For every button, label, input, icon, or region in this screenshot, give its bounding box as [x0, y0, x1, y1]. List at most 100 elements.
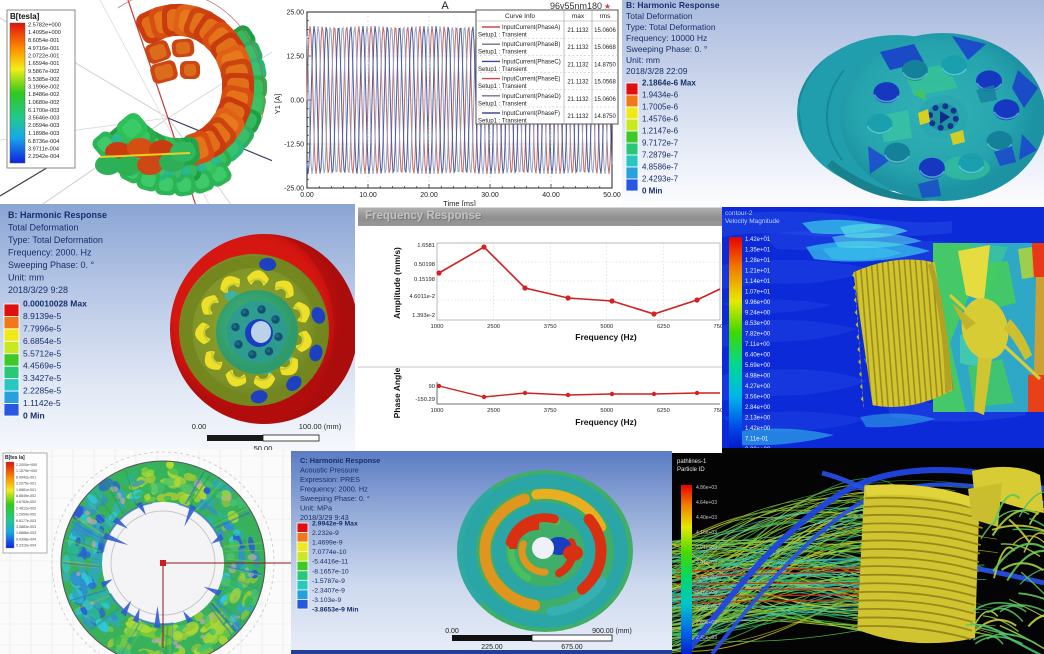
svg-text:90: 90 — [429, 384, 435, 390]
svg-text:InputCurrent(PhaseB): InputCurrent(PhaseB) — [502, 42, 560, 48]
svg-text:6250: 6250 — [657, 408, 670, 414]
svg-text:rms: rms — [600, 13, 612, 20]
svg-text:-25.00: -25.00 — [284, 186, 304, 193]
svg-text:0.00: 0.00 — [192, 422, 207, 431]
svg-text:2.2942e-004: 2.2942e-004 — [28, 154, 59, 160]
svg-text:B: Harmonic Response: B: Harmonic Response — [626, 0, 720, 10]
svg-text:4.40e+03: 4.40e+03 — [696, 515, 717, 521]
svg-text:Unit: MPa: Unit: MPa — [300, 504, 333, 513]
svg-text:Time [ms]: Time [ms] — [443, 199, 476, 206]
svg-text:21.1132: 21.1132 — [567, 114, 589, 120]
svg-text:Unit: mm: Unit: mm — [8, 273, 44, 283]
svg-text:7.11e-01: 7.11e-01 — [745, 437, 769, 443]
svg-text:8.6054e-001: 8.6054e-001 — [28, 38, 59, 44]
svg-text:1.0680e-002: 1.0680e-002 — [28, 100, 59, 106]
svg-text:1.393e-2: 1.393e-2 — [412, 313, 435, 319]
svg-text:7.0774e-10: 7.0774e-10 — [312, 549, 347, 556]
svg-text:Expression: PRES: Expression: PRES — [300, 475, 360, 484]
svg-text:96v55nm180: 96v55nm180 — [550, 1, 602, 11]
svg-text:Type: Total Deformation: Type: Total Deformation — [626, 22, 716, 32]
svg-text:15.0668: 15.0668 — [594, 45, 616, 51]
svg-text:1.6581: 1.6581 — [417, 243, 435, 249]
svg-text:max: max — [572, 13, 585, 20]
svg-text:9.5867e-002: 9.5867e-002 — [28, 69, 59, 75]
svg-text:0 Min: 0 Min — [23, 411, 45, 421]
svg-text:15.0568: 15.0568 — [594, 80, 616, 86]
svg-text:21.1132: 21.1132 — [567, 97, 589, 103]
svg-text:-5.4416e-11: -5.4416e-11 — [312, 559, 348, 566]
svg-text:1.4699e-9: 1.4699e-9 — [312, 540, 343, 547]
svg-text:1.42e+01: 1.42e+01 — [745, 237, 771, 243]
svg-text:3.5646e-003: 3.5646e-003 — [28, 116, 59, 122]
svg-text:100.00 (mm): 100.00 (mm) — [299, 422, 342, 431]
svg-text:7500: 7500 — [714, 324, 724, 330]
svg-text:InputCurrent(PhaseC): InputCurrent(PhaseC) — [502, 59, 561, 65]
svg-text:Total Deformation: Total Deformation — [626, 11, 693, 21]
svg-text:3.5883e-003: 3.5883e-003 — [16, 525, 36, 529]
svg-text:2.94e+03: 2.94e+03 — [696, 605, 717, 611]
svg-text:Phase Angle: Phase Angle — [392, 367, 402, 418]
svg-text:14.8750: 14.8750 — [594, 62, 616, 68]
svg-text:4.86e+03: 4.86e+03 — [696, 485, 717, 491]
svg-text:21.1132: 21.1132 — [567, 45, 589, 51]
svg-text:-150.29: -150.29 — [415, 397, 435, 403]
svg-text:21.1132: 21.1132 — [567, 80, 589, 86]
svg-text:Setup1 : Transient: Setup1 : Transient — [478, 50, 527, 56]
svg-text:1.4095e+000: 1.4095e+000 — [28, 30, 61, 36]
svg-text:50.00: 50.00 — [254, 444, 273, 451]
svg-text:Sweeping Phase: 0. °: Sweeping Phase: 0. ° — [8, 260, 95, 270]
svg-text:3750: 3750 — [544, 324, 557, 330]
svg-text:6.6854e-5: 6.6854e-5 — [23, 336, 62, 346]
svg-text:7500: 7500 — [714, 408, 724, 414]
svg-text:1.8486e-002: 1.8486e-002 — [28, 92, 59, 98]
svg-text:InputCurrent(PhaseA): InputCurrent(PhaseA) — [502, 25, 560, 31]
svg-text:Frequency: 2000. Hz: Frequency: 2000. Hz — [300, 485, 368, 494]
svg-text:1.2147e-6: 1.2147e-6 — [642, 127, 679, 136]
svg-text:1.7005e-6: 1.7005e-6 — [642, 103, 679, 112]
svg-text:A: A — [441, 0, 449, 12]
svg-text:5.2315e-004: 5.2315e-004 — [16, 544, 36, 548]
svg-text:12.50: 12.50 — [286, 54, 304, 61]
svg-text:3.16e+03: 3.16e+03 — [696, 590, 717, 596]
svg-text:1.8886e-003: 1.8886e-003 — [16, 531, 36, 535]
svg-text:5000: 5000 — [600, 324, 613, 330]
svg-text:2.2000e+000: 2.2000e+000 — [16, 463, 37, 467]
svg-text:7.82e+00: 7.82e+00 — [745, 332, 771, 338]
svg-text:5.69e+00: 5.69e+00 — [745, 363, 771, 369]
svg-text:1.1898e-003: 1.1898e-003 — [28, 131, 59, 137]
svg-text:4.27e+00: 4.27e+00 — [745, 384, 771, 390]
svg-text:-2.3407e-9: -2.3407e-9 — [312, 587, 345, 594]
svg-text:2.84e+00: 2.84e+00 — [745, 405, 771, 411]
svg-text:2500: 2500 — [487, 324, 500, 330]
svg-text:2.1864e-6 Max: 2.1864e-6 Max — [642, 79, 696, 88]
svg-text:Setup1 : Transient: Setup1 : Transient — [478, 67, 527, 73]
svg-text:4.4569e-5: 4.4569e-5 — [23, 361, 62, 371]
svg-text:2500: 2500 — [487, 408, 500, 414]
svg-text:1.35e+01: 1.35e+01 — [745, 248, 771, 254]
svg-text:4.6763e-002: 4.6763e-002 — [16, 500, 36, 504]
svg-text:1.21e+01: 1.21e+01 — [745, 269, 771, 275]
svg-text:Particle ID: Particle ID — [677, 467, 705, 473]
svg-text:2.0722e-001: 2.0722e-001 — [28, 54, 59, 60]
svg-text:3.42e+03: 3.42e+03 — [696, 575, 717, 581]
svg-text:3.67e+03: 3.67e+03 — [696, 560, 717, 566]
svg-text:2.0594e-003: 2.0594e-003 — [28, 123, 59, 129]
svg-text:3.3427e-5: 3.3427e-5 — [23, 373, 62, 383]
svg-text:B[tes la]: B[tes la] — [5, 455, 25, 461]
svg-text:1.2954e-002: 1.2954e-002 — [16, 513, 36, 517]
svg-text:-3.8653e-9 Min: -3.8653e-9 Min — [312, 607, 358, 614]
svg-text:9.24e+00: 9.24e+00 — [745, 311, 771, 317]
svg-text:3.91e+03: 3.91e+03 — [696, 545, 717, 551]
svg-text:6.8736e-004: 6.8736e-004 — [28, 139, 59, 145]
svg-text:7.7996e-5: 7.7996e-5 — [23, 323, 62, 333]
svg-text:1.9434e-6: 1.9434e-6 — [642, 91, 679, 100]
svg-text:★: ★ — [604, 2, 611, 11]
svg-text:2.4293e-7: 2.4293e-7 — [642, 175, 679, 184]
svg-text:Curve Info: Curve Info — [505, 13, 535, 20]
svg-text:1.07e+01: 1.07e+01 — [745, 290, 771, 296]
svg-text:-8.1657e-10: -8.1657e-10 — [312, 568, 349, 575]
svg-text:Frequency (Hz): Frequency (Hz) — [575, 417, 637, 427]
svg-text:0 Min: 0 Min — [642, 187, 663, 196]
svg-text:21.1132: 21.1132 — [567, 62, 589, 68]
svg-text:4.16e+03: 4.16e+03 — [696, 530, 717, 536]
